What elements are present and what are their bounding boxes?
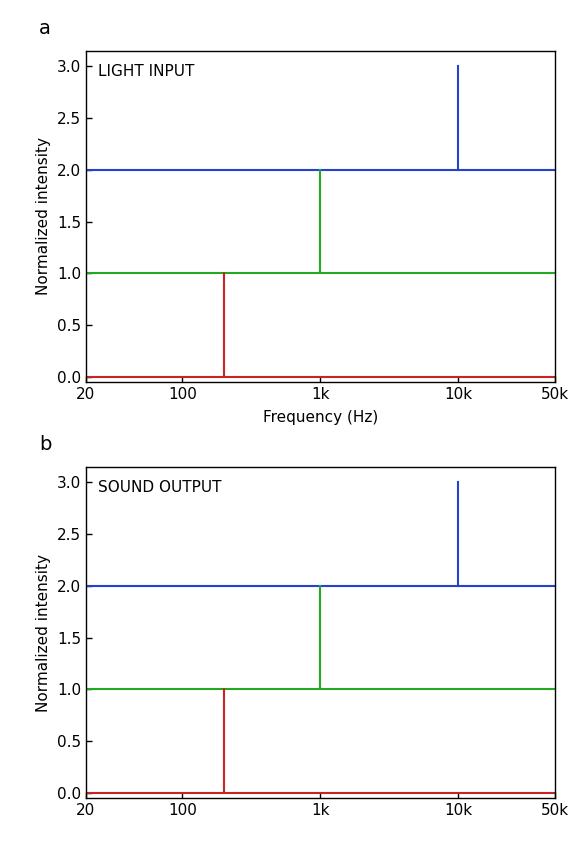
Y-axis label: Normalized intensity: Normalized intensity <box>36 554 51 711</box>
Text: SOUND OUTPUT: SOUND OUTPUT <box>97 481 221 495</box>
Text: LIGHT INPUT: LIGHT INPUT <box>97 65 194 79</box>
X-axis label: Frequency (Hz): Frequency (Hz) <box>263 410 378 425</box>
Text: a: a <box>39 19 51 37</box>
Y-axis label: Normalized intensity: Normalized intensity <box>36 138 51 295</box>
Text: b: b <box>39 435 51 453</box>
